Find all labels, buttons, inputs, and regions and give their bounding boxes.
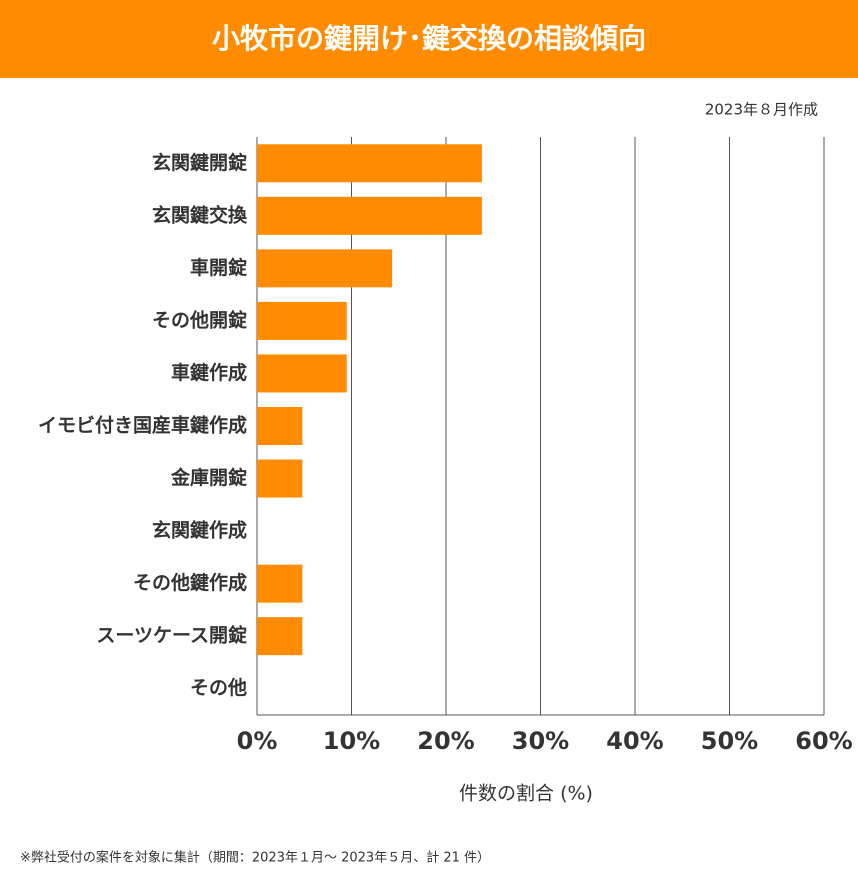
bar bbox=[257, 196, 482, 235]
y-tick-label: イモビ付き国産車鍵作成 bbox=[38, 414, 247, 437]
y-tick-label: 玄関鍵交換 bbox=[152, 203, 248, 226]
chart-title: 小牧市の鍵開け･鍵交換の相談傾向 bbox=[212, 22, 646, 55]
bar bbox=[257, 617, 303, 656]
bar bbox=[257, 564, 303, 603]
y-tick-label: スーツケース開錠 bbox=[96, 624, 247, 647]
bar bbox=[257, 144, 482, 183]
x-tick-label: 10% bbox=[323, 727, 380, 755]
x-tick-label: 0% bbox=[237, 727, 278, 755]
bar bbox=[257, 459, 303, 498]
x-tick-label: 40% bbox=[606, 727, 663, 755]
x-tick-label: 30% bbox=[512, 727, 569, 755]
footnote: ※弊社受付の案件を対象に集計（期間：2023年１月～ 2023年５月、計 21 … bbox=[20, 850, 490, 866]
y-tick-label: その他 bbox=[190, 676, 247, 699]
bar bbox=[257, 301, 347, 340]
x-axis-label: 件数の割合 (%) bbox=[459, 783, 593, 805]
bar bbox=[257, 249, 393, 288]
y-tick-label: その他鍵作成 bbox=[133, 571, 247, 594]
y-tick-label: 金庫開錠 bbox=[170, 466, 247, 489]
y-tick-label: 玄関鍵開錠 bbox=[152, 151, 247, 174]
y-tick-label: その他開錠 bbox=[152, 308, 247, 331]
y-tick-label: 車開錠 bbox=[190, 256, 247, 279]
x-tick-label: 20% bbox=[417, 727, 474, 755]
bar bbox=[257, 354, 347, 393]
header-band bbox=[0, 0, 858, 78]
y-tick-label: 車鍵作成 bbox=[171, 361, 247, 384]
x-tick-label: 50% bbox=[701, 727, 758, 755]
x-tick-label: 60% bbox=[795, 727, 852, 755]
subtitle: 2023年８月作成 bbox=[705, 101, 818, 119]
y-tick-label: 玄関鍵作成 bbox=[152, 519, 247, 542]
bar bbox=[257, 407, 303, 445]
